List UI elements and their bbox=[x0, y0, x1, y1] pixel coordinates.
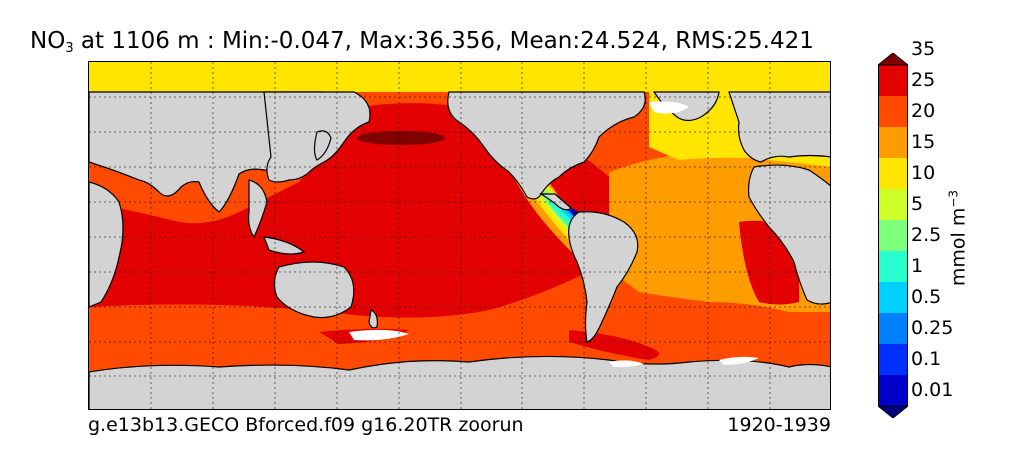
colorbar-bin bbox=[878, 65, 908, 96]
antarctica bbox=[89, 355, 830, 409]
colorbar-tick-label: 0.01 bbox=[911, 379, 954, 401]
colorbar-extend-min bbox=[878, 405, 908, 418]
africa-east bbox=[89, 181, 124, 308]
colorbar-tick-label: 20 bbox=[911, 100, 936, 122]
colorbar-bin bbox=[878, 282, 908, 313]
new-zealand bbox=[368, 309, 378, 329]
colorbar-tick-label: 1 bbox=[911, 255, 924, 277]
colorbar bbox=[878, 53, 908, 418]
colorbar-bin bbox=[878, 127, 908, 158]
indonesia bbox=[263, 236, 306, 255]
colorbar-tick-label: 10 bbox=[911, 162, 936, 184]
colorbar-bin bbox=[878, 220, 908, 251]
colorbar-tick-label: 0.25 bbox=[911, 317, 954, 339]
colorbar-tick-label: 0.5 bbox=[911, 286, 942, 308]
colorbar-tick-label: 2.5 bbox=[911, 224, 942, 246]
colorbar-bin bbox=[878, 313, 908, 344]
japan bbox=[313, 130, 332, 161]
colorbar-bin bbox=[878, 189, 908, 220]
colorbar-tick-label: 15 bbox=[911, 131, 936, 153]
north-pacific-max bbox=[357, 131, 445, 145]
colorbar-units-label: mmol m−3 bbox=[946, 190, 969, 286]
title-variable-subscript: 3 bbox=[65, 41, 74, 56]
colorbar-tick-label: 25 bbox=[911, 69, 936, 91]
units-superscript: −3 bbox=[946, 189, 961, 208]
arctic-field bbox=[89, 62, 830, 92]
map-plot bbox=[89, 62, 830, 409]
europe bbox=[728, 91, 830, 163]
continents bbox=[89, 91, 830, 409]
colorbar-frame bbox=[878, 64, 908, 407]
title-variable: NO bbox=[30, 28, 66, 54]
map-title: NO3 at 1106 m : Min:-0.047, Max:36.356, … bbox=[30, 28, 814, 56]
title-statistics: at 1106 m : Min:-0.047, Max:36.356, Mean… bbox=[73, 28, 814, 54]
central-pacific-field bbox=[319, 103, 521, 312]
colorbar-bin bbox=[878, 96, 908, 127]
colorbar-tick-label: 5 bbox=[911, 193, 924, 215]
south-america bbox=[568, 211, 639, 343]
ocean-map bbox=[88, 61, 831, 410]
units-main: mmol m bbox=[947, 207, 970, 287]
indochina bbox=[247, 179, 268, 239]
period-label: 1920-1939 bbox=[727, 414, 831, 436]
run-name-label: g.e13b13.GECO Bforced.f09 g16.20TR zooru… bbox=[88, 414, 524, 436]
africa-west bbox=[747, 164, 830, 305]
colorbar-extend-max bbox=[878, 53, 908, 66]
colorbar-bin bbox=[878, 375, 908, 406]
colorbar-tick-label: 35 bbox=[911, 38, 936, 60]
no-data-patches bbox=[349, 101, 759, 368]
australia bbox=[273, 261, 355, 319]
colorbar-bin bbox=[878, 158, 908, 189]
colorbar-tick-label: 0.1 bbox=[911, 348, 942, 370]
graticule bbox=[89, 62, 830, 409]
colorbar-bin bbox=[878, 344, 908, 375]
colorbar-bin bbox=[878, 251, 908, 282]
